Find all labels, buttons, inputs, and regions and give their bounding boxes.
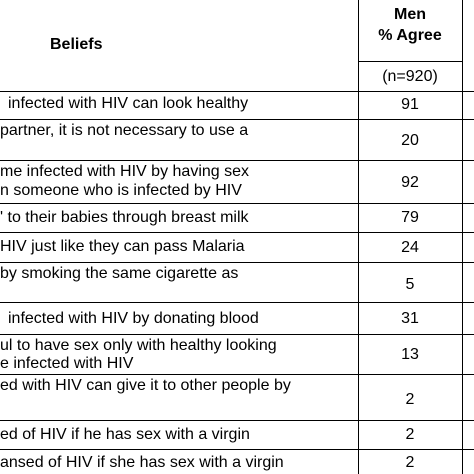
men-header: Men bbox=[394, 6, 426, 23]
agree-value: 31 bbox=[401, 310, 419, 327]
table-rule bbox=[0, 160, 474, 161]
agree-value: 2 bbox=[405, 454, 415, 471]
sample-row-top bbox=[358, 61, 462, 62]
table-rule bbox=[0, 334, 474, 335]
agree-header: % Agree bbox=[378, 27, 442, 44]
belief-text: n someone who is infected by HIV bbox=[0, 182, 242, 199]
belief-text: partner, it is not necessary to use a bbox=[0, 122, 249, 139]
column-divider-left bbox=[358, 0, 359, 474]
table-rule bbox=[0, 302, 474, 303]
table-rule bbox=[0, 374, 474, 375]
belief-text: ed with HIV can give it to other people … bbox=[0, 377, 291, 394]
belief-text: HIV just like they can pass Malaria bbox=[0, 238, 245, 255]
agree-value: 13 bbox=[401, 346, 419, 363]
table-rule bbox=[0, 232, 474, 233]
agree-value: 24 bbox=[401, 239, 419, 256]
agree-value: 2 bbox=[405, 426, 415, 443]
table-rule bbox=[0, 119, 474, 120]
agree-value: 2 bbox=[405, 391, 415, 408]
belief-text: ' to their babies through breast milk bbox=[0, 209, 249, 226]
belief-text: me infected with HIV by having sex bbox=[0, 163, 250, 180]
agree-value: 5 bbox=[405, 276, 415, 293]
table-rule bbox=[0, 262, 474, 263]
belief-text: ed of HIV if he has sex with a virgin bbox=[0, 426, 250, 443]
belief-text: by smoking the same cigarette as bbox=[0, 265, 239, 282]
table-rule bbox=[0, 203, 474, 204]
beliefs-header: Beliefs bbox=[50, 36, 103, 53]
belief-text: ansed of HIV if she has sex with a virgi… bbox=[0, 454, 284, 471]
table-border-top-header-bottom bbox=[0, 91, 474, 92]
column-divider-right bbox=[462, 0, 463, 474]
table-rule bbox=[0, 449, 474, 450]
belief-text: infected with HIV by donating blood bbox=[8, 310, 259, 327]
table-rule bbox=[0, 420, 474, 421]
agree-value: 92 bbox=[401, 174, 419, 191]
sample-size: (n=920) bbox=[382, 68, 438, 85]
belief-text: ul to have sex only with healthy looking bbox=[0, 337, 277, 354]
belief-text: infected with HIV can look healthy bbox=[8, 95, 249, 112]
agree-value: 79 bbox=[401, 209, 419, 226]
belief-text: e infected with HIV bbox=[0, 355, 134, 372]
agree-value: 20 bbox=[401, 132, 419, 149]
agree-value: 91 bbox=[401, 96, 419, 113]
